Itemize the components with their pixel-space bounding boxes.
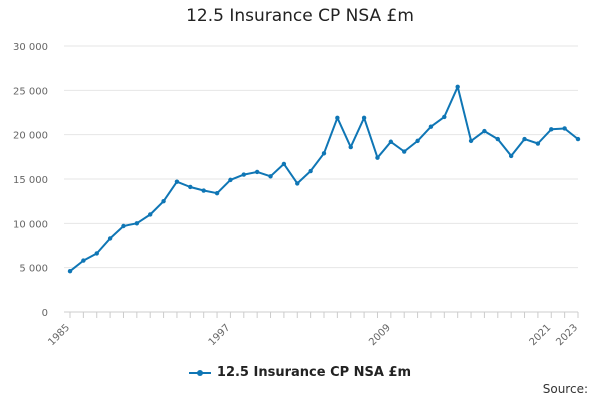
data-point — [134, 221, 140, 226]
data-point — [549, 127, 554, 132]
data-point — [428, 124, 434, 129]
y-axis-ticks: 0 5 000 10 000 15 000 20 000 25 000 30 000 — [13, 42, 48, 319]
data-point — [121, 223, 126, 229]
data-point — [214, 190, 220, 196]
data-point — [335, 115, 340, 121]
data-point — [174, 179, 180, 184]
chart-title: 12.5 Insurance CP NSA £m — [186, 6, 414, 26]
x-tick-label: 1985 — [46, 322, 72, 348]
y-tick-label: 25 000 — [13, 86, 48, 97]
data-point — [188, 184, 193, 190]
x-tick-label: 2009 — [367, 322, 393, 348]
data-point — [468, 138, 474, 144]
data-point — [94, 251, 99, 256]
data-point — [388, 139, 394, 144]
data-point — [508, 153, 514, 159]
data-point — [268, 174, 273, 179]
data-point — [348, 144, 353, 150]
y-tick-label: 20 000 — [13, 131, 48, 142]
y-tick-label: 15 000 — [13, 175, 48, 186]
data-point — [228, 177, 233, 183]
data-point — [107, 236, 113, 241]
data-point — [402, 149, 407, 154]
data-point — [495, 136, 500, 142]
data-point — [295, 181, 300, 186]
data-point — [482, 128, 487, 134]
x-axis: 1985 1997 2009 2021 2023 — [46, 311, 580, 348]
legend-label: 12.5 Insurance CP NSA £m — [216, 365, 412, 380]
data-point — [535, 141, 541, 146]
y-tick-label: 10 000 — [13, 219, 48, 230]
x-tick-label: 2023 — [554, 322, 580, 348]
y-tick-label: 5 000 — [19, 264, 48, 275]
x-tick-label: 1997 — [207, 322, 233, 348]
y-tick-label: 30 000 — [13, 42, 48, 53]
legend[interactable]: 12.5 Insurance CP NSA £m — [0, 365, 600, 380]
series-layer — [67, 84, 581, 274]
data-point — [455, 84, 460, 89]
data-point — [415, 138, 420, 144]
data-point — [281, 161, 287, 167]
data-point — [361, 115, 367, 121]
data-point — [442, 114, 447, 120]
gridlines — [64, 45, 578, 269]
x-tick-label: 2021 — [528, 322, 554, 348]
data-point — [81, 258, 86, 263]
data-point — [562, 126, 567, 131]
data-point — [254, 169, 260, 175]
data-point — [201, 188, 206, 193]
data-point — [575, 136, 581, 142]
data-point — [161, 198, 166, 204]
data-point — [67, 269, 73, 274]
y-tick-label: 0 — [42, 308, 48, 319]
data-point — [321, 151, 327, 156]
source-label: Source: — [542, 382, 588, 396]
data-point — [241, 172, 246, 177]
legend-line-swatch — [188, 366, 211, 380]
data-point — [148, 212, 153, 217]
data-point — [522, 136, 527, 142]
data-point — [375, 155, 380, 160]
data-point — [308, 168, 313, 174]
